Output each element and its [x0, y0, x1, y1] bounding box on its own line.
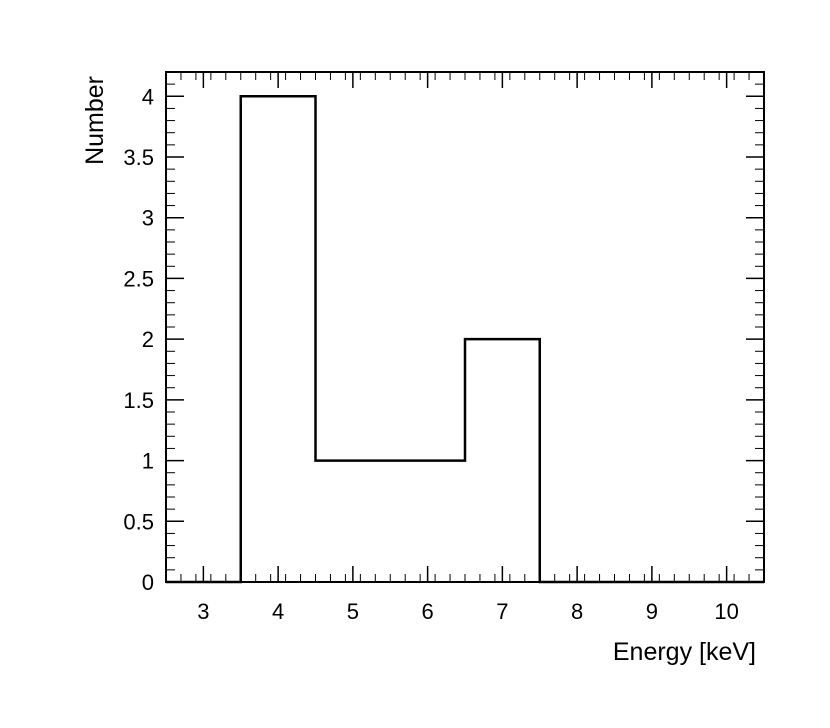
x-tick-label: 5 — [347, 599, 359, 624]
x-axis-title: Energy [keV] — [613, 638, 756, 666]
y-tick-label: 1 — [142, 449, 154, 474]
x-tick-label: 7 — [496, 599, 508, 624]
histogram-bin — [316, 461, 391, 582]
y-tick-label: 2 — [142, 327, 154, 352]
y-tick-label: 2.5 — [123, 266, 154, 291]
histogram-bin — [390, 461, 465, 582]
major-ticks — [166, 72, 764, 583]
y-axis-title: Number — [81, 76, 109, 165]
histogram-bin — [241, 96, 316, 582]
y-tick-label: 3 — [142, 206, 154, 231]
y-tick-label: 0.5 — [123, 509, 154, 534]
x-tick-label: 4 — [272, 599, 284, 624]
plot-frame — [165, 71, 765, 583]
minor-ticks — [165, 71, 765, 582]
y-tick-label: 3.5 — [123, 145, 154, 170]
y-tick-label: 1.5 — [123, 388, 154, 413]
x-tick-label: 3 — [197, 599, 209, 624]
x-tick-labels: 3 4 5 6 7 8 9 10 — [197, 599, 739, 624]
y-tick-label: 0 — [142, 570, 154, 595]
y-tick-labels: 0 0.5 1 1.5 2 2.5 3 3.5 4 — [123, 84, 154, 595]
x-tick-label: 10 — [714, 599, 738, 624]
histogram-bin — [465, 339, 540, 582]
histogram-outline — [166, 95, 764, 584]
x-tick-label: 8 — [571, 599, 583, 624]
x-tick-label: 9 — [646, 599, 658, 624]
x-tick-label: 6 — [422, 599, 434, 624]
y-tick-label: 4 — [142, 84, 154, 109]
